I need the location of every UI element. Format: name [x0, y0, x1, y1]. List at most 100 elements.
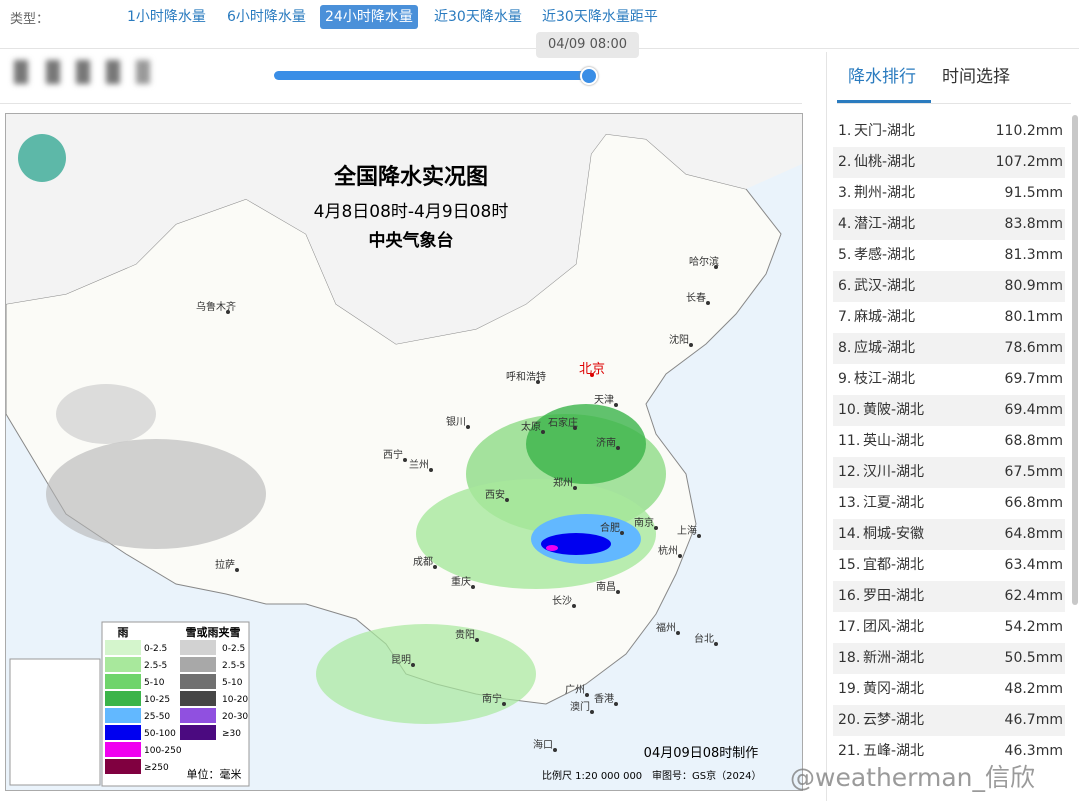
station-name: 应城-湖北: [854, 340, 916, 356]
side-tab[interactable]: 降水排行: [848, 67, 916, 87]
type-tab[interactable]: 近30天降水量: [434, 9, 522, 25]
legend-label: 20-30: [222, 712, 248, 722]
map-scale: 比例尺 1:20 000 000: [542, 769, 642, 782]
station-name: 天门-湖北: [854, 123, 916, 139]
type-tab[interactable]: 1小时降水量: [127, 9, 206, 25]
neighbor-land: [6, 114, 802, 344]
map-subtitle: 4月8日08时-4月9日08时: [314, 202, 509, 222]
rank: 7.: [838, 309, 852, 325]
station-name: 黄陂-湖北: [863, 402, 925, 418]
ranking-row[interactable]: 7. 麻城-湖北 80.1mm: [833, 302, 1065, 333]
legend-swatch: [105, 725, 141, 740]
station-name: 孝感-湖北: [854, 247, 916, 263]
legend-swatch: [105, 691, 141, 706]
tab-underline: [837, 100, 931, 103]
station-name: 团风-湖北: [863, 619, 925, 635]
time-tooltip: 04/09 08:00: [536, 32, 639, 58]
ranking-row[interactable]: 13. 江夏-湖北 66.8mm: [833, 488, 1065, 519]
legend-label: ≥30: [222, 729, 241, 739]
rank: 17.: [838, 619, 861, 635]
precip-value: 63.4mm: [1004, 557, 1063, 573]
legend-swatch: [105, 674, 141, 689]
rain-area: [541, 533, 611, 555]
ranking-row[interactable]: 20. 云梦-湖北 46.7mm: [833, 705, 1065, 736]
side-tab[interactable]: 时间选择: [942, 67, 1010, 87]
station-name: 仙桃-湖北: [854, 154, 916, 170]
city-label: 合肥: [600, 521, 620, 534]
legend-swatch: [180, 708, 216, 723]
city-label: 乌鲁木齐: [196, 300, 236, 313]
legend-swatch: [105, 640, 141, 655]
station-name: 荆州-湖北: [854, 185, 916, 201]
ranking-row[interactable]: 4. 潜江-湖北 83.8mm: [833, 209, 1065, 240]
ranking-row[interactable]: 17. 团风-湖北 54.2mm: [833, 612, 1065, 643]
type-tab[interactable]: 6小时降水量: [227, 9, 306, 25]
legend-label: 10-20: [222, 695, 248, 705]
station-name: 枝江-湖北: [854, 371, 916, 387]
city-label: 兰州: [409, 458, 429, 471]
city-dot: [676, 631, 680, 635]
rank: 4.: [838, 216, 852, 232]
city-dot: [616, 590, 620, 594]
precip-value: 110.2mm: [995, 123, 1063, 139]
ranking-row[interactable]: 21. 五峰-湖北 46.3mm: [833, 736, 1065, 767]
scrollbar[interactable]: [1072, 115, 1078, 605]
city-dot: [714, 642, 718, 646]
ranking-row[interactable]: 1. 天门-湖北 110.2mm: [833, 116, 1065, 147]
legend-swatch: [180, 691, 216, 706]
map-agency: 中央气象台: [369, 230, 454, 251]
city-dot: [235, 568, 239, 572]
ranking-row[interactable]: 9. 枝江-湖北 69.7mm: [833, 364, 1065, 395]
city-label: 郑州: [553, 476, 573, 489]
city-dot: [475, 638, 479, 642]
station-name: 桐城-安徽: [863, 526, 925, 542]
city-dot: [620, 531, 624, 535]
legend-label: 2.5-5: [144, 661, 167, 671]
city-label: 长沙: [552, 595, 572, 607]
legend-title: 雪或雨夹雪: [186, 625, 241, 639]
city-label: 重庆: [451, 575, 471, 588]
ranking-row[interactable]: 18. 新洲-湖北 50.5mm: [833, 643, 1065, 674]
legend-swatch: [180, 657, 216, 672]
ranking-row[interactable]: 11. 英山-湖北 68.8mm: [833, 426, 1065, 457]
ranking-row[interactable]: 6. 武汉-湖北 80.9mm: [833, 271, 1065, 302]
city-dot: [706, 301, 710, 305]
ranking-row[interactable]: 12. 汉川-湖北 67.5mm: [833, 457, 1065, 488]
legend-label: 0-2.5: [222, 644, 245, 654]
rank: 3.: [838, 185, 852, 201]
precip-value: 69.7mm: [1004, 371, 1063, 387]
station-name: 武汉-湖北: [854, 278, 916, 294]
precip-value: 66.8mm: [1004, 495, 1063, 511]
type-tab[interactable]: 24小时降水量: [320, 5, 418, 29]
rank: 12.: [838, 464, 861, 480]
divider: [0, 103, 802, 104]
ranking-row[interactable]: 16. 罗田-湖北 62.4mm: [833, 581, 1065, 612]
map-title: 全国降水实况图: [333, 164, 488, 190]
ranking-row[interactable]: 19. 黄冈-湖北 48.2mm: [833, 674, 1065, 705]
ranking-row[interactable]: 2. 仙桃-湖北 107.2mm: [833, 147, 1065, 178]
ranking-row[interactable]: 10. 黄陂-湖北 69.4mm: [833, 395, 1065, 426]
city-dot: [553, 748, 557, 752]
ranking-row[interactable]: 3. 荆州-湖北 91.5mm: [833, 178, 1065, 209]
city-label: 沈阳: [669, 333, 689, 346]
ranking-row[interactable]: 5. 孝感-湖北 81.3mm: [833, 240, 1065, 271]
ranking-row[interactable]: 15. 宜都-湖北 63.4mm: [833, 550, 1065, 581]
precip-value: 91.5mm: [1004, 185, 1063, 201]
city-dot: [585, 693, 589, 697]
city-dot: [403, 458, 407, 462]
slider-knob[interactable]: [580, 67, 598, 85]
station-name: 罗田-湖北: [863, 588, 925, 604]
city-label: 贵阳: [455, 628, 475, 641]
legend-label: 25-50: [144, 712, 170, 722]
legend-label: 0-2.5: [144, 644, 167, 654]
station-name: 汉川-湖北: [863, 464, 925, 480]
precip-map: 全国降水实况图 4月8日08时-4月9日08时 中央气象台 雨 雪或雨夹雪 单位…: [5, 113, 803, 791]
city-dot: [614, 403, 618, 407]
ranking-row[interactable]: 14. 桐城-安徽 64.8mm: [833, 519, 1065, 550]
city-label: 济南: [596, 436, 616, 449]
ranking-row[interactable]: 8. 应城-湖北 78.6mm: [833, 333, 1065, 364]
city-label: 昆明: [391, 654, 411, 666]
type-tab[interactable]: 近30天降水量距平: [542, 9, 658, 25]
time-slider[interactable]: [274, 71, 590, 80]
city-label: 太原: [521, 420, 541, 433]
